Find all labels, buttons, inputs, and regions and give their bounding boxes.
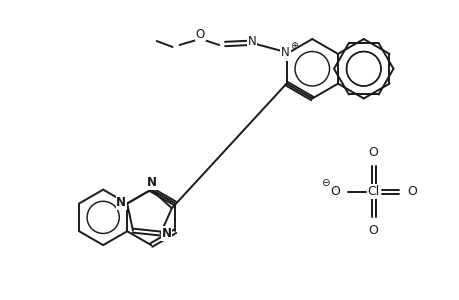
- Text: ⊖: ⊖: [320, 178, 329, 188]
- Text: O: O: [330, 185, 339, 198]
- Text: N: N: [116, 196, 126, 209]
- Text: O: O: [195, 28, 205, 40]
- Text: N: N: [161, 227, 171, 240]
- Text: ⊕: ⊕: [290, 41, 298, 51]
- Text: N: N: [147, 176, 157, 189]
- Text: O: O: [368, 224, 378, 237]
- Text: O: O: [407, 185, 416, 198]
- Text: N: N: [280, 46, 289, 59]
- Text: O: O: [368, 146, 378, 160]
- Text: Cl: Cl: [367, 185, 379, 198]
- Text: N: N: [247, 34, 256, 47]
